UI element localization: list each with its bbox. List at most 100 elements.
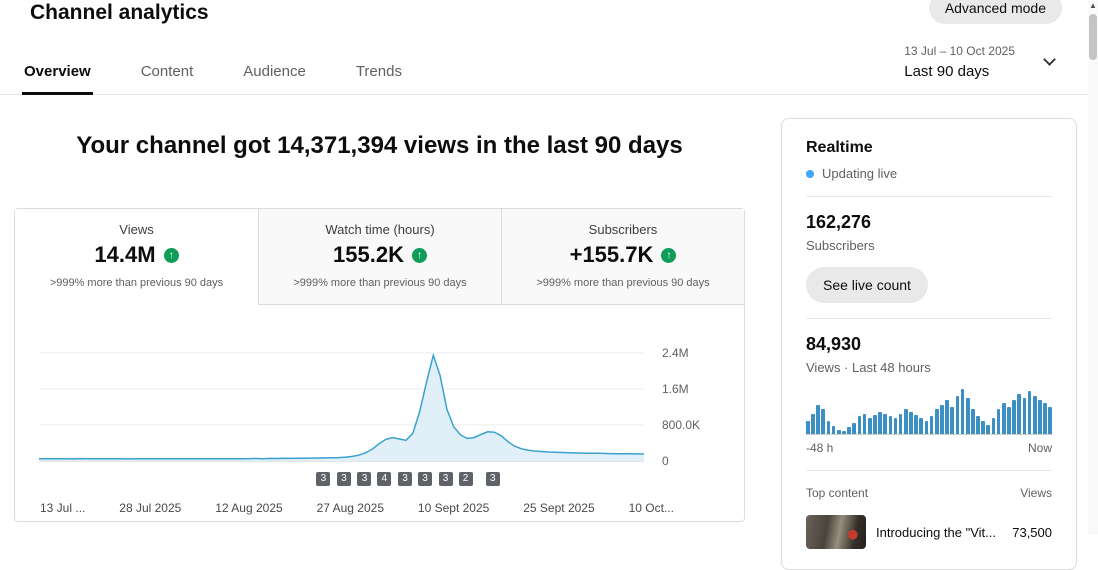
x-axis-label: 27 Aug 2025 [316, 501, 384, 515]
realtime-bar [862, 413, 867, 434]
realtime-title: Realtime [806, 139, 873, 156]
trend-area-chart[interactable] [39, 349, 644, 469]
realtime-bar [888, 416, 893, 434]
metric-value: 155.2K [333, 242, 404, 267]
video-publish-marker[interactable]: 3 [485, 472, 500, 486]
realtime-bar [960, 389, 965, 434]
realtime-bar [1017, 393, 1022, 434]
page-title: Channel analytics [30, 1, 209, 24]
realtime-views-count: 84,930 [806, 334, 862, 354]
realtime-bar [847, 427, 851, 434]
realtime-bar [909, 411, 913, 434]
subscriber-count: 162,276 [806, 212, 872, 232]
top-content-row[interactable]: Introducing the "Vit... 73,500 [806, 515, 1052, 549]
x-axis-label: 10 Oct... [628, 501, 674, 515]
realtime-bar [1027, 391, 1032, 434]
realtime-bar [826, 420, 831, 434]
video-publish-marker[interactable]: 3 [316, 472, 331, 486]
tab-content[interactable]: Content [140, 63, 194, 80]
realtime-bar [914, 415, 918, 434]
realtime-bar [1012, 400, 1016, 434]
realtime-status-text: Updating live [822, 166, 898, 181]
see-live-count-button[interactable]: See live count [806, 267, 928, 303]
x-axis-label: 25 Sept 2025 [523, 501, 595, 515]
realtime-bar [852, 422, 857, 434]
realtime-bar [821, 409, 826, 434]
video-publish-marker[interactable]: 4 [377, 472, 392, 486]
realtime-bar [1038, 400, 1042, 434]
realtime-panel: Realtime Updating live 162,276 Subscribe… [781, 118, 1077, 570]
y-axis-label: 800.0K [662, 418, 701, 432]
video-publish-marker[interactable]: 3 [336, 472, 351, 486]
tab-overview[interactable]: Overview [22, 49, 93, 95]
tabs-nav: Overview Content Audience Trends [22, 49, 404, 95]
metric-value-row: 14.4M ↑ [25, 242, 248, 268]
y-axis-label: 2.4M [662, 346, 689, 360]
video-publish-marker[interactable]: 2 [458, 472, 473, 486]
metric-value-row: +155.7K ↑ [512, 242, 734, 268]
video-publish-marker[interactable]: 3 [357, 472, 372, 486]
realtime-bar [1032, 395, 1037, 434]
metric-card-subscribers[interactable]: Subscribers +155.7K ↑ >999% more than pr… [501, 209, 744, 305]
bar-axis-start-label: -48 h [806, 441, 834, 455]
metric-label: Watch time (hours) [325, 222, 435, 237]
date-range-picker[interactable]: 13 Jul – 10 Oct 2025 Last 90 days [904, 44, 1056, 94]
video-publish-marker[interactable]: 3 [398, 472, 413, 486]
realtime-status-row: Updating live [806, 166, 1052, 181]
realtime-bar-axis: -48 h Now [806, 441, 1052, 455]
realtime-bar [842, 431, 846, 434]
metric-value-row: 155.2K ↑ [269, 242, 491, 268]
realtime-bar [976, 416, 980, 434]
date-range-texts: 13 Jul – 10 Oct 2025 Last 90 days [904, 44, 1015, 80]
realtime-bar [1043, 402, 1047, 434]
video-views: 73,500 [1012, 524, 1052, 540]
video-title: Introducing the "Vit... [876, 524, 997, 540]
realtime-bar [996, 409, 1001, 434]
realtime-bar [919, 418, 924, 434]
x-axis-label: 13 Jul ... [40, 501, 86, 515]
realtime-bar [950, 407, 955, 434]
analytics-panel: Views 14.4M ↑ >999% more than previous 9… [14, 208, 745, 522]
realtime-bar [971, 409, 975, 434]
views-headline: Your channel got 14,371,394 views in the… [76, 132, 683, 159]
tab-audience[interactable]: Audience [243, 63, 306, 80]
live-dot-icon [806, 169, 814, 178]
x-axis-labels: 13 Jul ... 28 Jul 2025 12 Aug 2025 27 Aug 2… [40, 501, 674, 515]
metric-delta: >999% more than previous 90 days [49, 277, 224, 289]
metric-card-watch-time[interactable]: Watch time (hours) 155.2K ↑ >999% more t… [258, 209, 501, 305]
realtime-bar [986, 425, 991, 434]
realtime-bar [878, 412, 882, 434]
video-publish-marker[interactable]: 3 [438, 472, 453, 486]
realtime-bar [857, 416, 862, 434]
subscriber-label: Subscribers [806, 238, 875, 253]
date-range-text: 13 Jul – 10 Oct 2025 [904, 44, 1015, 58]
top-content-header: Top content Views [806, 486, 1052, 500]
scrollbar-thumb[interactable] [1089, 14, 1097, 60]
realtime-bar [806, 420, 810, 434]
realtime-bar [981, 421, 985, 434]
realtime-bar [1048, 407, 1052, 434]
x-axis-label: 12 Aug 2025 [215, 501, 283, 515]
main-content: Your channel got 14,371,394 views in the… [0, 95, 1098, 570]
realtime-bar [940, 404, 944, 434]
divider [806, 470, 1052, 471]
realtime-views-label: Views · Last 48 hours [806, 360, 931, 375]
top-bar: Channel analytics Advanced mode [0, 0, 1098, 30]
video-thumbnail [806, 515, 866, 549]
realtime-bar [811, 413, 815, 434]
realtime-bar [893, 418, 898, 434]
divider [806, 318, 1052, 319]
realtime-bar [945, 400, 949, 434]
video-publish-marker[interactable]: 3 [417, 472, 432, 486]
y-axis-label: 1.6M [662, 382, 689, 396]
top-content-label: Top content [806, 486, 869, 500]
scrollbar-track[interactable]: ▲ [1088, 0, 1098, 535]
tab-bar: Overview Content Audience Trends 13 Jul … [0, 30, 1098, 95]
scroll-up-icon[interactable]: ▲ [1089, 1, 1097, 10]
x-axis-label: 10 Sept 2025 [417, 501, 490, 515]
advanced-mode-button[interactable]: Advanced mode [928, 0, 1062, 24]
realtime-bar [955, 395, 960, 434]
metric-card-views[interactable]: Views 14.4M ↑ >999% more than previous 9… [15, 209, 258, 305]
tab-trends[interactable]: Trends [355, 63, 402, 80]
